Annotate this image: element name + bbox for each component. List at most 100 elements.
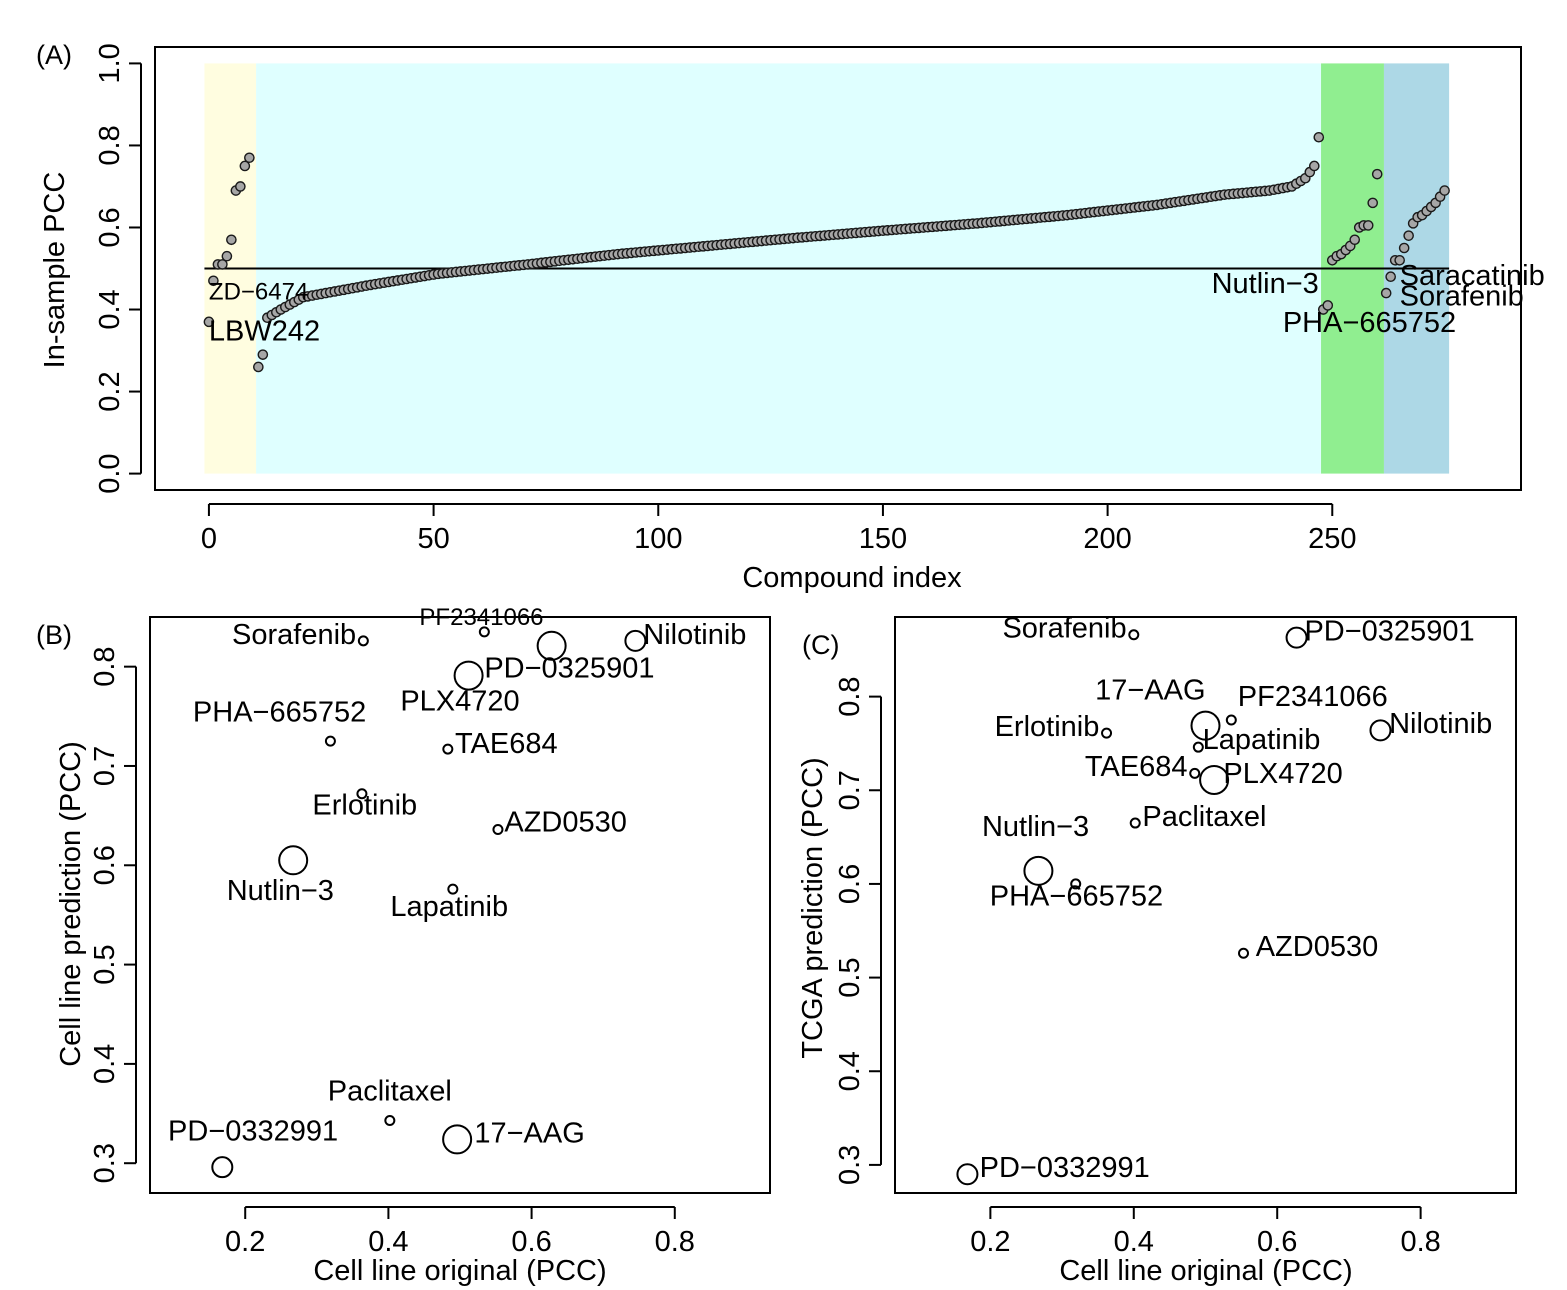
panel-c-y-tick-label: 0.3	[834, 1145, 866, 1185]
panel-a-x-tick-label: 0	[201, 523, 217, 555]
panel-a-x-tick-label: 250	[1308, 523, 1356, 555]
panel-c-y-tick-label: 0.7	[834, 770, 866, 810]
panel-a-x-tick-label: 50	[417, 523, 449, 555]
panel-b-annotation-label: Paclitaxel	[328, 1076, 452, 1108]
data-point	[1322, 300, 1334, 311]
panel-b-y-tick-label: 0.5	[89, 944, 121, 984]
panel-c-x-axis: 0.2 0.4 0.6 0.8	[970, 1206, 1441, 1258]
panel-b-x-tick-label: 0.4	[368, 1226, 408, 1258]
panel-c-y-tick-label: 0.6	[834, 864, 866, 904]
panel-a-y-tick-label: 0.2	[94, 371, 126, 411]
data-point	[244, 152, 255, 164]
panel-b-annotation-label: AZD0530	[504, 807, 627, 839]
panel-b-annotation-label: TAE684	[455, 728, 558, 760]
panel-a-x-title: Compound index	[742, 562, 962, 594]
panel-b-frame	[149, 616, 771, 1194]
panel-c-x-tick-label: 0.8	[1400, 1226, 1440, 1258]
panel-a-points	[203, 131, 1450, 373]
data-point	[1199, 764, 1230, 795]
panel-c-points	[956, 626, 1392, 1186]
panel-a-x-tick-label: 200	[1083, 523, 1131, 555]
data-point	[384, 1115, 396, 1127]
data-point	[453, 660, 484, 691]
data-point	[1192, 741, 1204, 753]
data-point	[239, 160, 251, 172]
panel-a-annotation-label: Nutlin−3	[1212, 268, 1319, 300]
panel-c-x-tick-label: 0.4	[1114, 1226, 1154, 1258]
data-point	[357, 635, 369, 647]
panel-c-annotation-label: PD−0325901	[1304, 615, 1474, 647]
panel-a-annotation-label: PHA−665752	[1283, 307, 1456, 339]
panel-b-annotation-label: Erlotinib	[312, 790, 417, 822]
data-point	[278, 845, 309, 876]
panel-b-annotation-label: PLX4720	[400, 685, 519, 717]
data-point	[235, 181, 246, 192]
panel-b-letter: (B)	[36, 620, 72, 650]
data-point	[1369, 719, 1392, 742]
data-point	[211, 1156, 234, 1179]
data-point	[442, 1124, 473, 1155]
panel-b-annotation-label: 17−AAG	[474, 1117, 584, 1149]
panel-a-annotations: ZD−6474LBW242Nutlin−3PHA−665752Saracatin…	[209, 260, 1545, 347]
data-point	[1070, 878, 1082, 890]
panel-c-annotation-label: TAE684	[1085, 751, 1188, 783]
panel-c-annotation-label: Paclitaxel	[1142, 801, 1266, 833]
data-point	[1398, 242, 1410, 254]
data-point	[1190, 710, 1221, 741]
panel-c-annotation-label: PHA−665752	[990, 880, 1163, 912]
panel-c-annotation-label: Nutlin−3	[982, 811, 1089, 843]
panel-c-y-tick-label: 0.8	[834, 676, 866, 716]
panel-c-annotation-label: Lapatinib	[1203, 724, 1321, 756]
data-point	[324, 735, 336, 747]
data-point	[1285, 626, 1308, 649]
panel-a: ZD−6474LBW242Nutlin−3PHA−665752Saracatin…	[36, 40, 1545, 594]
data-point	[1385, 271, 1396, 283]
panel-b-y-tick-label: 0.4	[89, 1044, 121, 1084]
panel-a-annotation-label: Sorafenib	[1400, 280, 1524, 312]
panel-b-y-tick-label: 0.6	[89, 845, 121, 885]
panel-c-letter: (C)	[802, 630, 839, 660]
panel-b-annotation-label: Lapatinib	[390, 891, 508, 923]
panel-b-x-axis: 0.2 0.4 0.6 0.8	[225, 1206, 695, 1258]
panel-a-annotation-label: ZD−6474	[209, 278, 308, 305]
panel-a-x-tick-label: 150	[859, 523, 907, 555]
panel-c-annotation-label: PF2341066	[1238, 681, 1388, 713]
panel-b-annotation-label: Sorafenib	[232, 619, 356, 651]
panel-c-x-title: Cell line original (PCC)	[1059, 1255, 1352, 1287]
data-point	[447, 883, 459, 895]
data-point	[208, 275, 219, 287]
panel-a-y-tick-label: 0.4	[94, 289, 126, 329]
data-point	[1309, 160, 1320, 172]
panel-c-annotation-label: Erlotinib	[995, 711, 1100, 743]
panel-b-annotation-label: PHA−665752	[193, 696, 366, 728]
panel-b-x-tick-label: 0.2	[225, 1226, 265, 1258]
data-point	[624, 629, 647, 652]
data-point	[536, 630, 567, 661]
panel-c-x-tick-label: 0.6	[1257, 1226, 1297, 1258]
panel-b-x-title: Cell line original (PCC)	[313, 1255, 606, 1287]
data-point	[492, 824, 504, 836]
data-point	[217, 259, 228, 270]
data-point	[257, 349, 269, 360]
data-point	[356, 788, 368, 800]
data-point	[1023, 855, 1054, 886]
panel-c-y-title: TCGA prediction (PCC)	[797, 757, 829, 1058]
panel-a-x-tick-label: 100	[634, 523, 682, 555]
data-point	[1371, 168, 1383, 180]
panel-b-annotation-label: PD−0332991	[168, 1115, 338, 1147]
panel-b-x-tick-label: 0.6	[511, 1226, 551, 1258]
data-point	[1394, 254, 1405, 266]
panel-a-y-tick-label: 0.0	[94, 453, 126, 493]
panel-b-points	[211, 626, 647, 1179]
panel-a-x-axis: 0 50 100 150 200 250	[201, 503, 1356, 555]
data-point	[442, 743, 454, 755]
panel-b: SorafenibPF2341066PD−0325901NilotinibPLX…	[36, 604, 771, 1287]
panel-b-y-tick-label: 0.3	[89, 1143, 121, 1183]
panel-c-x-tick-label: 0.2	[970, 1226, 1010, 1258]
panel-c-y-tick-label: 0.5	[834, 957, 866, 997]
data-point	[253, 361, 264, 373]
data-point	[1128, 629, 1140, 641]
data-point	[1403, 230, 1414, 241]
